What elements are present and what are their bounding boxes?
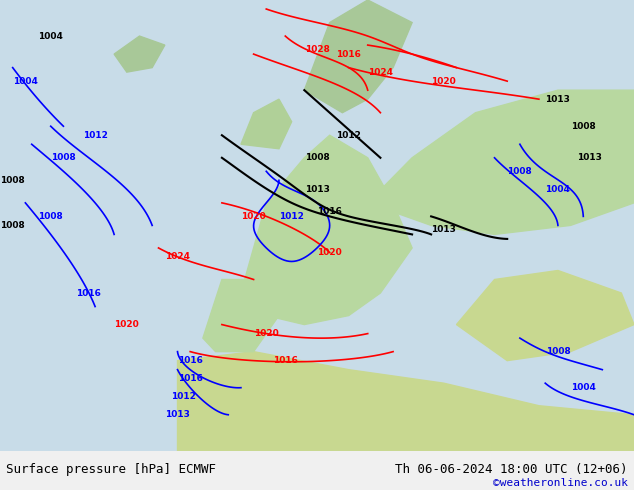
Text: 1004: 1004 [545,185,571,194]
Text: 1013: 1013 [545,95,571,104]
Text: 1016: 1016 [336,49,361,59]
Polygon shape [241,99,292,149]
Text: 1020: 1020 [431,76,456,86]
Text: 1020: 1020 [241,212,266,221]
Text: 1016: 1016 [317,207,342,217]
Text: 1013: 1013 [304,185,330,194]
Text: 1013: 1013 [165,410,190,419]
Text: 1008: 1008 [0,221,25,230]
Text: 1012: 1012 [279,212,304,221]
Text: 1008: 1008 [545,347,571,356]
Polygon shape [304,0,412,113]
Text: 1004: 1004 [13,76,38,86]
Text: 1008: 1008 [507,167,533,176]
Text: 1016: 1016 [178,374,203,383]
Text: 1020: 1020 [254,329,279,338]
Text: 1016: 1016 [273,356,298,365]
Text: 1008: 1008 [0,176,25,185]
Text: 1016: 1016 [76,289,101,297]
Text: 1008: 1008 [38,212,63,221]
Text: 1004: 1004 [38,31,63,41]
Text: Th 06-06-2024 18:00 UTC (12+06): Th 06-06-2024 18:00 UTC (12+06) [395,463,628,476]
Text: 1012: 1012 [82,131,108,140]
Text: 1008: 1008 [304,153,330,162]
Text: 1013: 1013 [431,225,456,234]
Text: Surface pressure [hPa] ECMWF: Surface pressure [hPa] ECMWF [6,463,216,476]
Text: 1028: 1028 [304,45,330,54]
Polygon shape [203,279,279,352]
Text: 1020: 1020 [114,320,139,329]
Text: 1012: 1012 [171,392,197,401]
Polygon shape [114,36,165,72]
Polygon shape [456,270,634,361]
Text: 1020: 1020 [317,248,342,257]
Polygon shape [241,135,412,324]
Text: 1008: 1008 [571,122,596,131]
Polygon shape [178,352,634,451]
Text: 1013: 1013 [577,153,602,162]
Text: ©weatheronline.co.uk: ©weatheronline.co.uk [493,478,628,488]
Text: 1024: 1024 [165,252,190,262]
Text: 1024: 1024 [368,68,393,76]
Text: 1008: 1008 [51,153,76,162]
Text: 1016: 1016 [178,356,203,365]
Polygon shape [368,90,634,234]
Text: 1012: 1012 [336,131,361,140]
Text: 1004: 1004 [571,383,596,392]
